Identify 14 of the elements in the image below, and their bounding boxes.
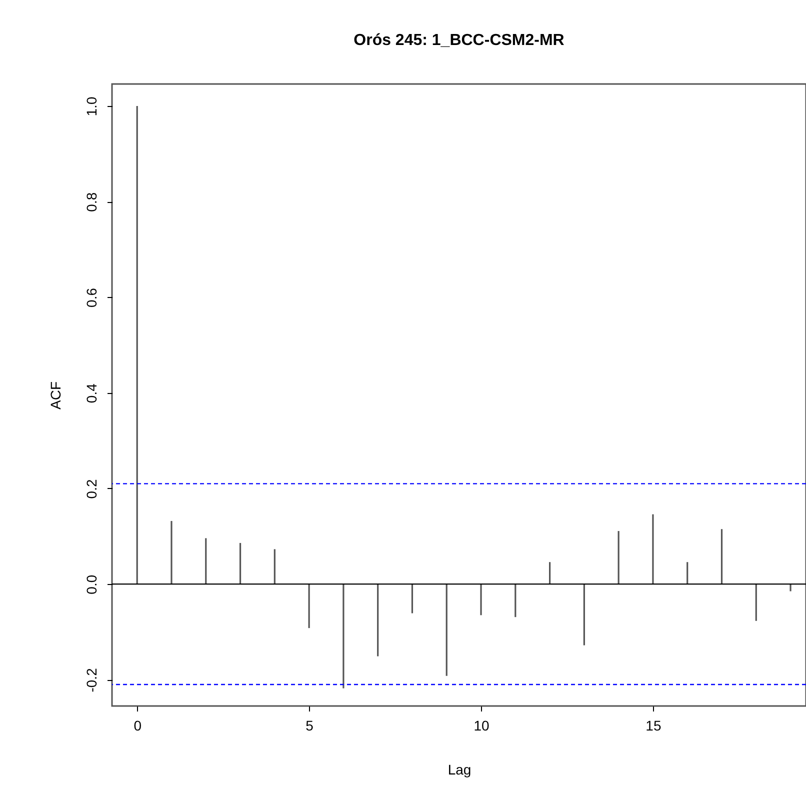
y-tick-label: 0.0: [84, 574, 100, 594]
x-tick-label: 5: [306, 718, 314, 734]
x-tick-label: 15: [646, 718, 662, 734]
x-tick-label: 0: [134, 718, 142, 734]
x-axis-title: Lag: [448, 762, 472, 778]
y-axis-title: ACF: [48, 382, 64, 410]
chart-title: Orós 245: 1_BCC-CSM2-MR: [354, 32, 565, 49]
y-tick-label: 0.6: [84, 288, 100, 308]
y-tick-label: 0.2: [84, 479, 100, 499]
y-tick-label: 1.0: [84, 96, 100, 116]
y-tick-label: 0.4: [84, 383, 100, 404]
y-tick-label: 0.8: [84, 192, 100, 212]
x-tick-label: 10: [474, 718, 490, 734]
y-tick-label: -0.2: [84, 668, 100, 692]
